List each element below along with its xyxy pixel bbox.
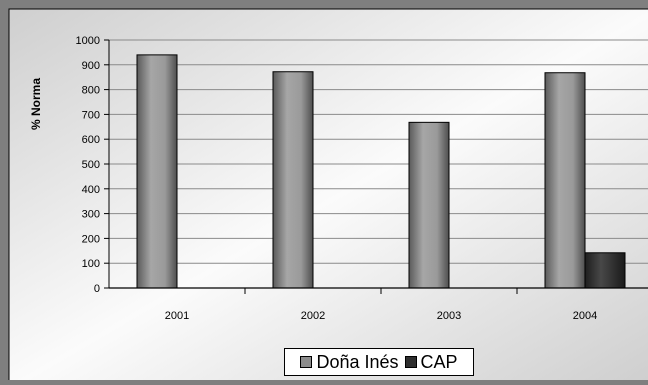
tick-labels: 0 100 200 300 400 500 600 700 800 900 1000 2001 2002…	[76, 35, 598, 322]
y-tick-label: 500	[82, 159, 100, 171]
legend-item-dona-ines: Doña Inés	[300, 351, 399, 373]
x-tick-label: 2004	[573, 310, 597, 322]
legend: Doña Inés CAP	[284, 348, 474, 376]
legend-label-cap: CAP	[420, 351, 458, 372]
y-tick-label: 600	[82, 134, 100, 146]
y-axis-label: % Norma	[29, 78, 43, 130]
bar-do-a-in-s-2002	[272, 71, 314, 289]
y-tick-label: 300	[82, 209, 100, 221]
x-tick-label: 2001	[165, 310, 189, 322]
y-tick-label: 400	[82, 184, 100, 196]
y-tick-label: 200	[82, 233, 100, 245]
legend-swatch-dona-ines	[300, 356, 313, 368]
bar-do-a-in-s-2003	[408, 121, 450, 289]
x-tick-label: 2003	[437, 310, 461, 322]
y-tick-label: 700	[82, 109, 100, 121]
axes	[104, 39, 648, 294]
legend-swatch-cap	[404, 356, 417, 368]
bar-do-a-in-s-2004	[544, 72, 586, 289]
y-tick-label: 0	[94, 283, 100, 295]
legend-item-cap: CAP	[404, 351, 458, 373]
y-tick-label: 900	[82, 60, 100, 72]
chart-background	[8, 8, 648, 385]
x-tick-label: 2002	[301, 310, 325, 322]
y-tick-label: 800	[82, 85, 100, 97]
legend-label-dona-ines: Doña Inés	[316, 351, 399, 372]
y-tick-label: 1000	[76, 35, 100, 47]
y-tick-label: 100	[82, 258, 100, 270]
bars	[136, 54, 626, 289]
bar-do-a-in-s-2001	[136, 54, 178, 289]
bar-cap-2004	[584, 252, 626, 289]
